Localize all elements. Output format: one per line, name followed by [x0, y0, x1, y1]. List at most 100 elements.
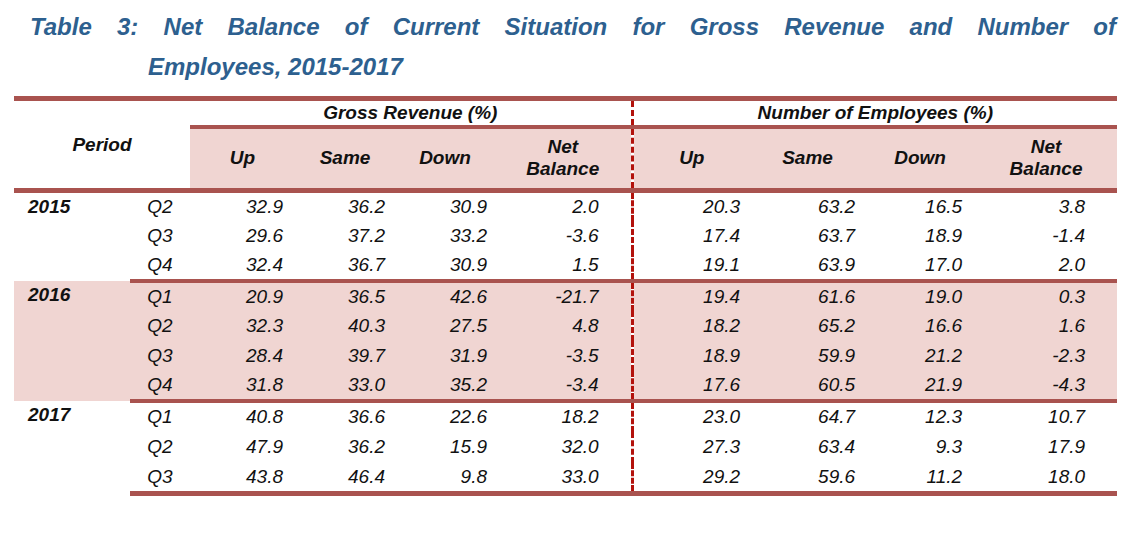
subheader-gr-down: Down — [395, 127, 495, 191]
table-row: Q3 28.4 39.7 31.9 -3.5 18.9 59.9 21.2 -2… — [14, 341, 1117, 371]
cell-emp-same: 60.5 — [750, 371, 865, 401]
table-caption-line-2: Employees, 2015-2017 — [148, 47, 1116, 87]
group-header-gross-revenue: Gross Revenue (%) — [190, 99, 632, 127]
cell-emp-up: 18.9 — [632, 341, 750, 371]
subheader-emp-up: Up — [632, 127, 750, 191]
cell-gr-net: -3.6 — [495, 221, 632, 251]
cell-gr-net: 32.0 — [495, 432, 632, 463]
table-row: 2017 Q1 40.8 36.6 22.6 18.2 23.0 64.7 12… — [14, 401, 1117, 432]
cell-gr-same: 36.6 — [295, 401, 395, 432]
cell-gr-down: 22.6 — [395, 401, 495, 432]
cell-gr-down: 9.8 — [395, 463, 495, 494]
document-page: Table 3: Net Balance of Current Situatio… — [0, 0, 1132, 548]
cell-gr-up: 32.4 — [190, 251, 295, 281]
cell-gr-same: 36.7 — [295, 251, 395, 281]
cell-emp-same: 61.6 — [750, 281, 865, 311]
cell-emp-up: 18.2 — [632, 311, 750, 341]
cell-gr-down: 27.5 — [395, 311, 495, 341]
cell-gr-up: 32.9 — [190, 191, 295, 221]
cell-emp-up: 17.6 — [632, 371, 750, 401]
cell-emp-down: 19.0 — [865, 281, 975, 311]
period-header: Period — [14, 99, 190, 191]
subheader-emp-net-balance: Net Balance — [975, 127, 1117, 191]
cell-emp-down: 17.0 — [865, 251, 975, 281]
cell-emp-up: 27.3 — [632, 432, 750, 463]
cell-gr-net: 1.5 — [495, 251, 632, 281]
cell-emp-down: 18.9 — [865, 221, 975, 251]
cell-emp-same: 63.9 — [750, 251, 865, 281]
cell-gr-down: 31.9 — [395, 341, 495, 371]
cell-emp-net: 18.0 — [975, 463, 1117, 494]
cell-year: 2015 — [14, 191, 130, 281]
cell-quarter: Q2 — [130, 311, 190, 341]
cell-emp-same: 63.4 — [750, 432, 865, 463]
cell-gr-net: 18.2 — [495, 401, 632, 432]
cell-gr-same: 46.4 — [295, 463, 395, 494]
cell-gr-up: 32.3 — [190, 311, 295, 341]
cell-emp-net: -2.3 — [975, 341, 1117, 371]
cell-quarter: Q2 — [130, 432, 190, 463]
cell-gr-same: 39.7 — [295, 341, 395, 371]
cell-gr-net: 2.0 — [495, 191, 632, 221]
cell-emp-net: 10.7 — [975, 401, 1117, 432]
table-row: Q4 31.8 33.0 35.2 -3.4 17.6 60.5 21.9 -4… — [14, 371, 1117, 401]
cell-emp-up: 20.3 — [632, 191, 750, 221]
cell-quarter: Q1 — [130, 281, 190, 311]
table-caption: Table 3: Net Balance of Current Situatio… — [30, 6, 1116, 87]
cell-emp-down: 11.2 — [865, 463, 975, 494]
table-row: 2016 Q1 20.9 36.5 42.6 -21.7 19.4 61.6 1… — [14, 281, 1117, 311]
cell-gr-down: 33.2 — [395, 221, 495, 251]
table-row: Q2 32.3 40.3 27.5 4.8 18.2 65.2 16.6 1.6 — [14, 311, 1117, 341]
cell-quarter: Q3 — [130, 221, 190, 251]
cell-gr-same: 33.0 — [295, 371, 395, 401]
cell-emp-net: 2.0 — [975, 251, 1117, 281]
table-row: Q4 32.4 36.7 30.9 1.5 19.1 63.9 17.0 2.0 — [14, 251, 1117, 281]
cell-emp-up: 19.4 — [632, 281, 750, 311]
table-row: 2015 Q2 32.9 36.2 30.9 2.0 20.3 63.2 16.… — [14, 191, 1117, 221]
cell-emp-down: 16.5 — [865, 191, 975, 221]
cell-gr-net: -3.4 — [495, 371, 632, 401]
cell-emp-net: 0.3 — [975, 281, 1117, 311]
net-balance-table: Period Gross Revenue (%) Number of Emplo… — [14, 96, 1117, 496]
cell-quarter: Q4 — [130, 371, 190, 401]
cell-emp-same: 59.9 — [750, 341, 865, 371]
cell-quarter: Q3 — [130, 463, 190, 494]
cell-emp-up: 19.1 — [632, 251, 750, 281]
cell-gr-up: 40.8 — [190, 401, 295, 432]
cell-gr-down: 30.9 — [395, 251, 495, 281]
cell-gr-up: 31.8 — [190, 371, 295, 401]
cell-emp-down: 16.6 — [865, 311, 975, 341]
cell-emp-up: 29.2 — [632, 463, 750, 494]
cell-emp-down: 21.9 — [865, 371, 975, 401]
cell-emp-same: 65.2 — [750, 311, 865, 341]
cell-emp-same: 59.6 — [750, 463, 865, 494]
group-header-employees: Number of Employees (%) — [632, 99, 1117, 127]
table-row: Q3 29.6 37.2 33.2 -3.6 17.4 63.7 18.9 -1… — [14, 221, 1117, 251]
cell-emp-net: 1.6 — [975, 311, 1117, 341]
cell-emp-net: -1.4 — [975, 221, 1117, 251]
cell-emp-down: 21.2 — [865, 341, 975, 371]
cell-quarter: Q2 — [130, 191, 190, 221]
cell-gr-net: 33.0 — [495, 463, 632, 494]
cell-emp-same: 64.7 — [750, 401, 865, 432]
table-caption-line-1: Table 3: Net Balance of Current Situatio… — [30, 6, 1116, 47]
header-row-groups: Period Gross Revenue (%) Number of Emplo… — [14, 99, 1117, 127]
cell-gr-same: 40.3 — [295, 311, 395, 341]
cell-gr-up: 43.8 — [190, 463, 295, 494]
cell-gr-up: 29.6 — [190, 221, 295, 251]
cell-gr-down: 30.9 — [395, 191, 495, 221]
subheader-gr-net-balance: Net Balance — [495, 127, 632, 191]
cell-quarter: Q1 — [130, 401, 190, 432]
cell-gr-same: 36.2 — [295, 191, 395, 221]
cell-emp-net: 3.8 — [975, 191, 1117, 221]
cell-gr-net: -21.7 — [495, 281, 632, 311]
subheader-gr-net-balance-label: Net Balance — [526, 136, 600, 180]
cell-gr-up: 28.4 — [190, 341, 295, 371]
cell-gr-same: 36.2 — [295, 432, 395, 463]
cell-emp-same: 63.7 — [750, 221, 865, 251]
cell-gr-down: 35.2 — [395, 371, 495, 401]
cell-emp-down: 12.3 — [865, 401, 975, 432]
cell-emp-same: 63.2 — [750, 191, 865, 221]
cell-quarter: Q3 — [130, 341, 190, 371]
cell-gr-down: 15.9 — [395, 432, 495, 463]
